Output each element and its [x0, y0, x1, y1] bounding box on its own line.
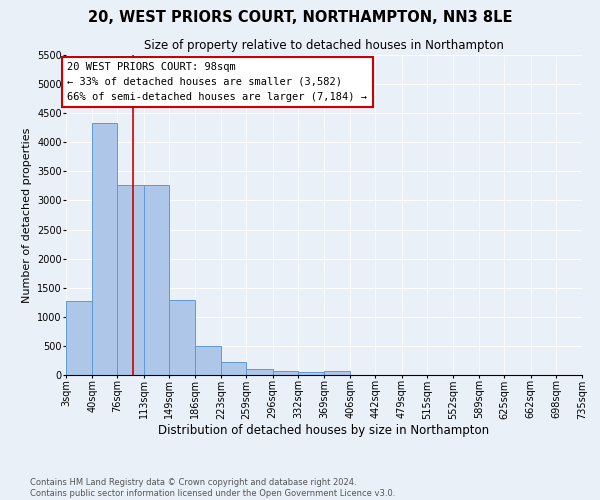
Bar: [66, 301, 92, 375]
Bar: [247, 369, 272, 375]
Bar: [324, 371, 350, 375]
Bar: [169, 300, 195, 375]
Bar: [143, 184, 169, 375]
Bar: [272, 370, 298, 375]
Y-axis label: Number of detached properties: Number of detached properties: [22, 128, 32, 302]
Bar: [221, 362, 247, 375]
Bar: [298, 372, 324, 375]
Text: 20 WEST PRIORS COURT: 98sqm
← 33% of detached houses are smaller (3,582)
66% of : 20 WEST PRIORS COURT: 98sqm ← 33% of det…: [67, 62, 367, 102]
Title: Size of property relative to detached houses in Northampton: Size of property relative to detached ho…: [144, 40, 504, 52]
Text: Contains HM Land Registry data © Crown copyright and database right 2024.
Contai: Contains HM Land Registry data © Crown c…: [30, 478, 395, 498]
X-axis label: Distribution of detached houses by size in Northampton: Distribution of detached houses by size …: [158, 424, 490, 437]
Bar: [92, 123, 118, 375]
Bar: [195, 346, 221, 375]
Text: 20, WEST PRIORS COURT, NORTHAMPTON, NN3 8LE: 20, WEST PRIORS COURT, NORTHAMPTON, NN3 …: [88, 10, 512, 25]
Bar: [118, 184, 143, 375]
